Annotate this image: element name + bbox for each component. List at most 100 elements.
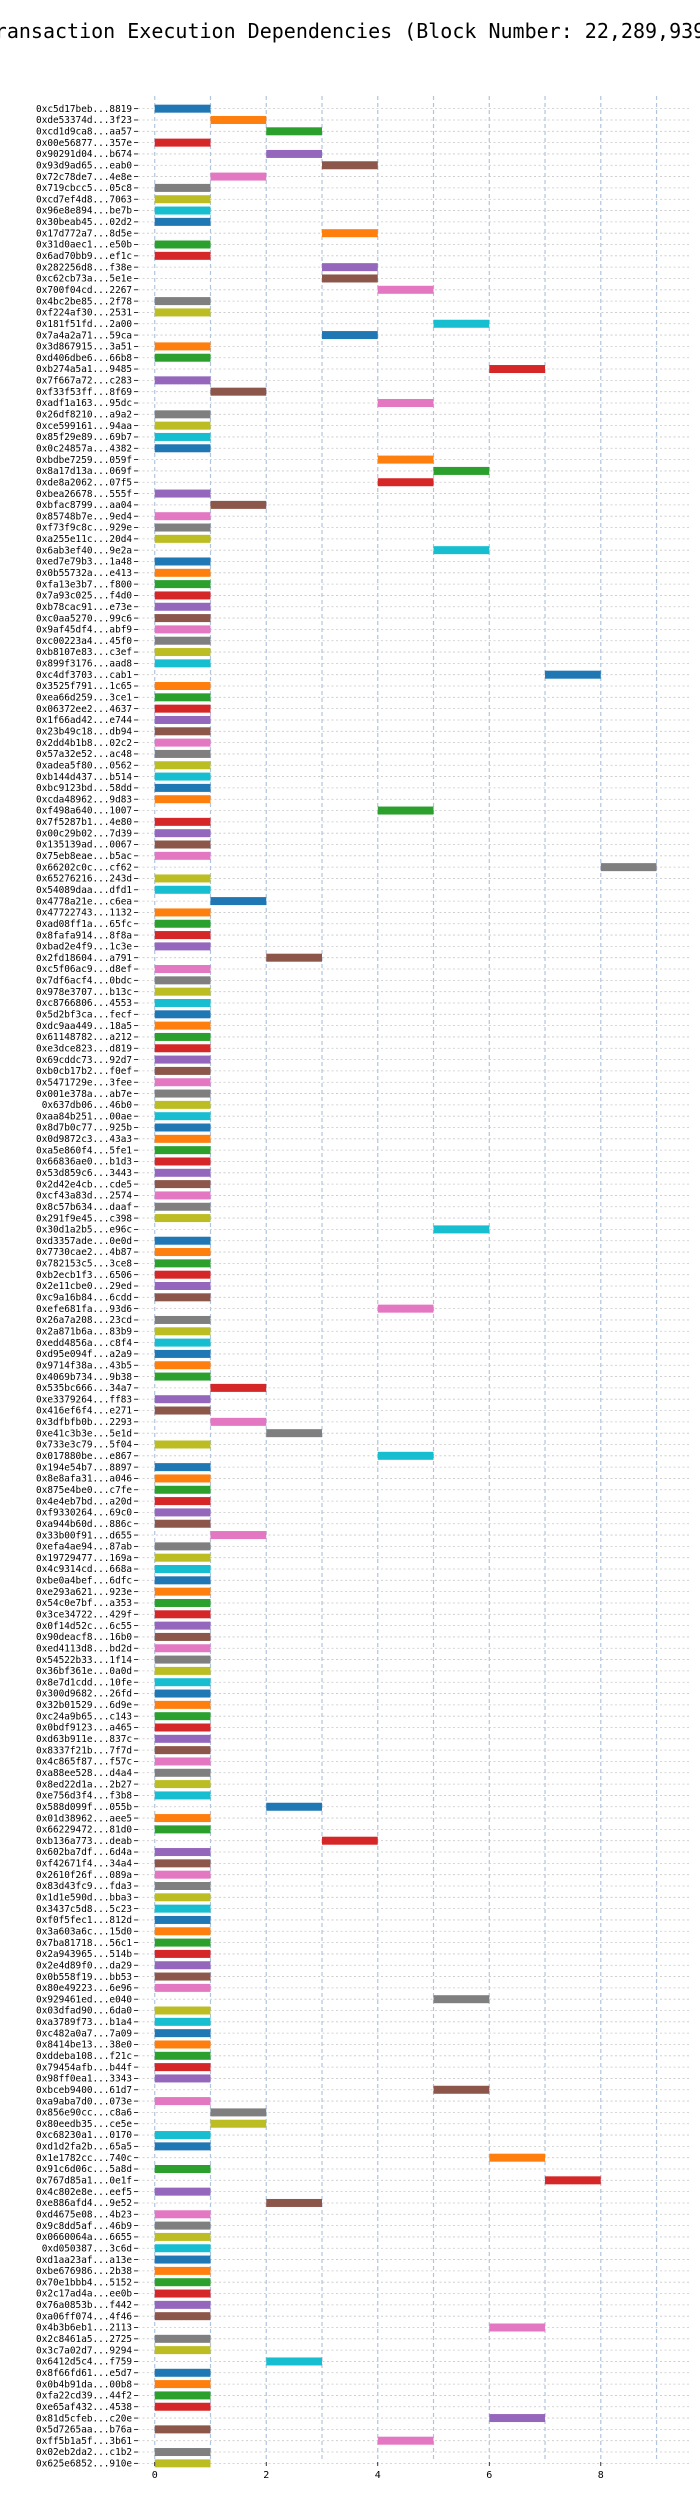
transaction-label: 0x625e6852...910e (36, 2459, 132, 2470)
transaction-bar (210, 2108, 267, 2117)
transaction-bar (154, 1893, 211, 1902)
transaction-label: 0x7ba81718...56c1 (36, 1938, 132, 1949)
transaction-bar (266, 127, 322, 136)
transaction-bar (433, 319, 490, 328)
transaction-bar (154, 1972, 211, 1981)
transaction-label: 0xddeba108...f21c (36, 2051, 132, 2062)
transaction-bars (154, 104, 657, 2468)
transaction-bar (154, 1859, 211, 1868)
transaction-bar (154, 195, 211, 204)
transaction-bar (154, 2029, 211, 2038)
transaction-bar (154, 2074, 211, 2083)
transaction-label: 0xd95e094f...a2a9 (36, 1349, 132, 1360)
transaction-bar (154, 523, 211, 532)
transaction-label: 0x8d7b0c77...925b (36, 1123, 132, 1134)
transaction-bar (154, 534, 211, 543)
transaction-bar (154, 2334, 211, 2343)
transaction-bar (154, 1270, 211, 1279)
transaction-bar (154, 1598, 211, 1607)
transaction-label: 0xbceb9400...61d7 (36, 2085, 132, 2096)
transaction-label: 0xb8107e83...c3ef (36, 647, 132, 658)
transaction-label: 0xb0cb17b2...f0ef (36, 1066, 132, 1077)
transaction-label: 0xa06ff074...4f46 (36, 2311, 132, 2322)
transaction-bar (154, 1327, 211, 1336)
transaction-bar (154, 1768, 211, 1777)
transaction-label: 0x9c8dd5af...46b9 (36, 2221, 132, 2232)
transaction-label: 0x33b00f91...d655 (36, 1530, 132, 1541)
transaction-bar (154, 2255, 211, 2264)
transaction-bar (154, 1666, 211, 1675)
transaction-label: 0x6412d5c4...f759 (36, 2357, 132, 2368)
transaction-label: 0x282256d8...f38e (36, 262, 132, 273)
transaction-label: 0x83d43fc9...fda3 (36, 1881, 132, 1892)
transaction-bar (154, 342, 211, 351)
transaction-bar (154, 1112, 211, 1121)
transaction-bar (154, 908, 211, 917)
transaction-label: 0x719cbcc5...05c8 (36, 183, 132, 194)
transaction-label: 0x5d7265aa...b76a (36, 2425, 132, 2436)
transaction-label: 0x6ad70bb9...ef1c (36, 251, 132, 262)
transaction-bar (154, 2368, 211, 2377)
transaction-bar (154, 1440, 211, 1449)
transaction-label: 0x700f04cd...2267 (36, 285, 132, 296)
transaction-bar (154, 1293, 211, 1302)
transaction-label: 0x02eb2da2...c1b2 (36, 2447, 132, 2458)
x-tick-label: 8 (598, 2470, 604, 2481)
transaction-bar (489, 2414, 546, 2423)
transaction-label: 0xe886afd4...9e52 (36, 2198, 132, 2209)
transaction-bar (154, 2346, 211, 2355)
transaction-bar (266, 1429, 322, 1438)
transaction-bar (433, 2085, 490, 2094)
transaction-bar (154, 2300, 211, 2309)
transaction-label: 0x899f3176...aad8 (36, 659, 132, 670)
transaction-label: 0xadea5f80...0562 (36, 760, 132, 771)
transaction-bar (322, 161, 378, 170)
transaction-label: 0x17d772a7...8d5e (36, 228, 132, 239)
transaction-label: 0x57a32e52...ac48 (36, 749, 132, 760)
transaction-bar (210, 897, 267, 906)
transaction-bar (154, 602, 211, 611)
transaction-bar (154, 444, 211, 453)
transaction-bar (154, 1678, 211, 1687)
transaction-bar (154, 183, 211, 192)
transaction-bar (154, 1780, 211, 1789)
transaction-label: 0xf73f9c8c...929e (36, 523, 132, 534)
transaction-bar (154, 1881, 211, 1890)
transaction-label: 0x8e8afa31...a046 (36, 1474, 132, 1485)
transaction-label: 0x300d9682...26fd (36, 1689, 132, 1700)
transaction-bar (154, 2448, 211, 2457)
transaction-bar (154, 840, 211, 849)
transaction-bar (154, 2187, 211, 2196)
transaction-label: 0x30d1a2b5...e96c (36, 1225, 132, 1236)
transaction-bar (154, 1395, 211, 1404)
transaction-bar (154, 783, 211, 792)
transaction-bar (322, 229, 378, 238)
transaction-bar (154, 1044, 211, 1053)
transaction-label: 0x96e8e894...be7b (36, 206, 132, 217)
transaction-label: 0xa255e11c...20d4 (36, 534, 132, 545)
transaction-bar (154, 659, 211, 668)
transaction-label: 0xff5b1a5f...3b61 (36, 2436, 132, 2447)
transaction-bar (154, 1474, 211, 1483)
transaction-label: 0x2610f26f...089a (36, 1870, 132, 1881)
transaction-bar (154, 1497, 211, 1506)
transaction-bar (433, 1225, 490, 1234)
transaction-bar (154, 693, 211, 702)
transaction-bar (154, 1938, 211, 1947)
transaction-bar (154, 1915, 211, 1924)
transaction-bar (210, 1531, 267, 1540)
transaction-label: 0xa5e860f4...5fe1 (36, 1145, 132, 1156)
transaction-label: 0x5471729e...3fee (36, 1077, 132, 1088)
transaction-bar (377, 285, 434, 294)
transaction-bar (489, 2153, 546, 2162)
transaction-label: 0x3d867915...3a51 (36, 342, 132, 353)
transaction-bar (154, 2232, 211, 2241)
transaction-bar (154, 2266, 211, 2275)
transaction-bar (377, 2436, 434, 2445)
transaction-bar (154, 1010, 211, 1019)
transaction-bar (210, 172, 267, 181)
transaction-bar (154, 1983, 211, 1992)
transaction-label: 0x2e4d89f0...da29 (36, 1960, 132, 1971)
transaction-bar (154, 1542, 211, 1551)
transaction-bar (154, 1565, 211, 1574)
